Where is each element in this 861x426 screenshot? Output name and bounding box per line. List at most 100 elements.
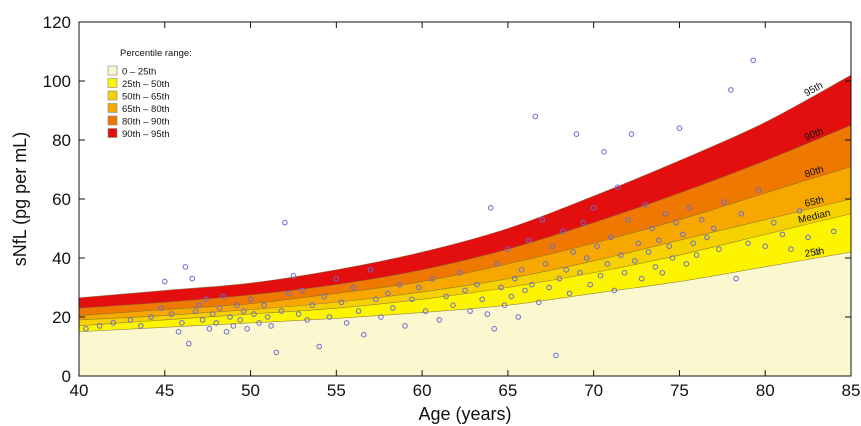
data-point [385,290,391,297]
data-point [573,131,580,137]
data-point [422,308,429,314]
data-point [529,281,535,288]
legend-swatch [107,65,118,76]
data-point [813,249,820,255]
data-point [273,349,280,356]
data-point [532,113,539,120]
y-axis-title: sNfL (pg per mL) [10,132,30,266]
data-point [666,243,673,249]
data-point [594,243,600,249]
data-point [750,57,757,64]
data-point [721,199,727,205]
data-point [138,323,144,329]
data-point [240,308,247,314]
data-point [788,246,794,252]
data-point [251,311,257,317]
data-point [553,352,559,359]
data-point [256,320,262,326]
data-point [261,302,268,309]
data-point [796,208,803,214]
label-25th: 25th [804,246,825,260]
x-tick-label: 80 [756,381,775,400]
y-tick-label: 80 [52,131,71,150]
data-point [333,275,340,282]
data-point [436,317,443,323]
data-point [755,187,762,193]
x-axis-title: Age (years) [418,404,511,424]
data-point [563,267,570,273]
data-point [618,252,624,258]
data-point [390,305,396,311]
x-tick-label: 85 [842,381,861,400]
data-point [508,293,515,300]
data-point [96,323,103,329]
x-tick-label: 60 [413,381,432,400]
data-point [227,314,233,320]
curve-95th [78,74,852,299]
legend-item-25th-50th: 25th – 50th [122,79,170,90]
data-point [683,261,690,267]
legend-swatch [107,128,118,138]
data-point [662,211,669,217]
data-point [652,264,659,270]
data-point [223,329,230,335]
x-tick-label: 70 [584,381,603,400]
data-point [779,231,786,238]
data-point [525,237,532,244]
data-point [669,255,676,261]
data-point [220,293,226,300]
data-point [580,219,587,226]
data-point [158,305,165,311]
label-65th: 65th [804,195,825,210]
data-point [450,302,456,309]
data-point [716,246,722,252]
data-point [247,296,254,303]
data-point [771,219,777,226]
legend-item-0-25th: 0 – 25th [122,67,156,78]
data-point [290,272,297,279]
scatter-points [83,57,837,359]
data-point [206,326,213,332]
curve-80th [78,166,852,316]
data-point [762,243,769,249]
data-point [498,284,504,291]
y-tick-label: 120 [43,13,71,32]
data-point [494,261,501,267]
x-tick-label: 40 [70,381,89,400]
legend-title: Percentile range: [120,48,192,59]
data-point [343,320,350,326]
data-point [402,323,408,329]
data-point [597,272,604,279]
data-point [213,320,219,326]
legend-swatch [107,90,118,101]
legend-swatch [107,115,118,126]
data-point [234,302,240,309]
data-point [295,311,302,317]
data-point [484,311,491,317]
data-point [309,302,316,309]
data-point [443,293,449,300]
data-point [378,314,384,320]
y-tick-label: 60 [52,190,71,209]
data-point [474,281,480,288]
data-point [237,317,244,323]
data-point [536,299,542,306]
data-point [625,216,631,223]
data-point [745,240,751,247]
data-point [649,225,655,232]
curve-65th [78,198,852,321]
y-tick-label: 40 [52,249,71,268]
data-point [560,228,566,235]
data-point [611,287,618,294]
data-point [355,308,362,314]
data-point [549,243,556,249]
data-point [397,281,403,288]
y-tick-label: 20 [52,308,71,327]
data-point [415,284,422,291]
data-point [462,287,468,294]
data-point [230,323,237,329]
data-point [642,202,648,208]
data-point [479,296,486,303]
y-tick-label: 0 [62,367,71,386]
data-point [367,267,374,273]
